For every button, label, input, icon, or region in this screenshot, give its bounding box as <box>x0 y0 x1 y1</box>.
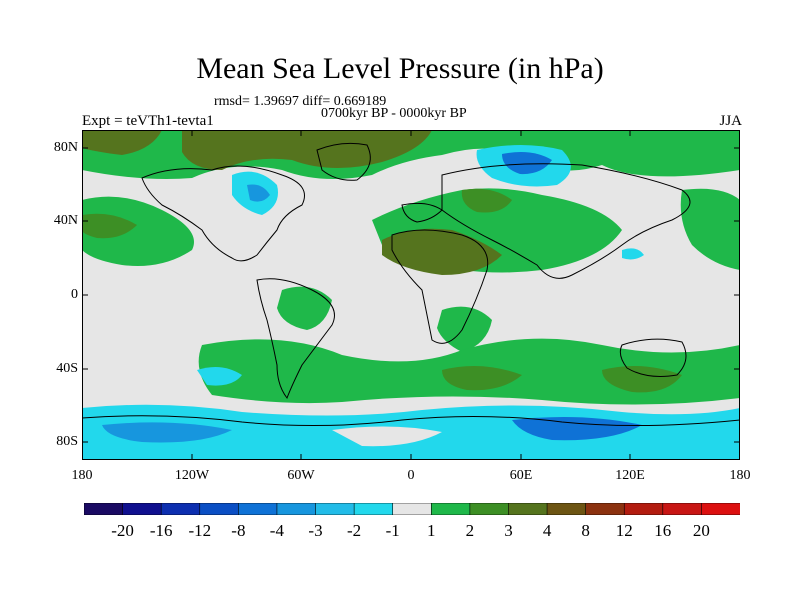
anomaly-region-arctic-dark <box>182 130 432 170</box>
colorbar-label-8: 1 <box>427 521 436 540</box>
experiment-label: Expt = teVTh1-tevta1 <box>82 113 214 129</box>
axis-ticks <box>82 130 740 460</box>
x-tick-60w: 60W <box>287 468 315 483</box>
x-tick-180-east: 180 <box>729 468 751 483</box>
colorbar-label-7: -1 <box>385 521 400 540</box>
x-tick-0: 0 <box>407 468 415 483</box>
y-tick-0: 0 <box>71 287 78 302</box>
y-tick-80n: 80N <box>53 140 78 155</box>
anomaly-region-siberia-core <box>502 152 552 175</box>
coast-asia <box>441 163 691 279</box>
y-tick-40s: 40S <box>56 361 78 376</box>
anomaly-region-antarctic-core-east <box>512 416 642 441</box>
stats-line: rmsd= 1.39697 diff= 0.669189 <box>214 94 387 109</box>
colorbar-swatch-7 <box>353 503 394 515</box>
colorbar-label-15: 20 <box>692 521 710 540</box>
coast-antarctica <box>82 415 740 427</box>
colorbar-swatch-11 <box>508 503 548 515</box>
colorbar-swatch-0 <box>84 503 124 515</box>
colorbar-swatch-14 <box>623 503 664 515</box>
anomaly-region-north-pacific-core <box>82 213 137 239</box>
colorbar-swatch-2 <box>160 503 201 515</box>
colorbar-label-14: 16 <box>654 521 672 540</box>
coast-south-america <box>256 278 335 400</box>
colorbar-swatch-16 <box>701 503 740 515</box>
x-tick-120w: 120W <box>174 468 210 483</box>
x-tick-180-west: 180 <box>71 468 93 483</box>
y-tick-40n: 40N <box>53 213 78 228</box>
colorbar-label-0: -20 <box>111 521 134 540</box>
colorbar-label-10: 3 <box>504 521 513 540</box>
anomaly-region-south-pacific-negative <box>197 366 242 386</box>
coast-africa <box>391 229 489 344</box>
coast-greenland <box>316 142 371 181</box>
coast-australia <box>619 338 687 377</box>
colorbar-swatch-1 <box>122 503 162 515</box>
colorbar-label-4: -4 <box>269 521 284 540</box>
x-tick-120e: 120E <box>615 468 645 483</box>
colorbar-label-2: -12 <box>188 521 212 540</box>
coast-north-america <box>141 165 305 262</box>
anomaly-region-antarctic-neutral <box>332 426 442 447</box>
anomaly-region-sahara <box>382 228 502 275</box>
coastlines <box>82 142 740 427</box>
anomaly-region-antarctic-core-west <box>102 422 232 443</box>
colorbar-label-3: -8 <box>231 521 246 540</box>
colorbar-swatch-10 <box>469 503 510 515</box>
colorbar-label-9: 2 <box>465 521 475 540</box>
anomaly-region-north-pacific-west <box>82 196 194 266</box>
anomaly-region-south-indian-1 <box>442 366 522 391</box>
colorbar-swatch-15 <box>662 503 703 515</box>
colorbar-swatch-3 <box>199 503 240 515</box>
anomaly-region-hudson-core <box>247 184 270 202</box>
y-tick-80s: 80S <box>56 434 78 449</box>
anomaly-region-south-indian-2 <box>602 366 682 393</box>
x-tick-60e: 60E <box>509 468 533 483</box>
pressure-anomaly-map <box>82 130 740 460</box>
colorbar-swatch-6 <box>315 503 355 515</box>
anomaly-region-amazon <box>277 286 332 330</box>
colorbar-label-13: 12 <box>615 521 633 540</box>
colorbar <box>84 503 740 515</box>
colorbar-swatch-4 <box>238 503 278 515</box>
colorbar-label-12: 8 <box>581 521 590 540</box>
period-line: 0700kyr BP - 0000kyr BP <box>321 106 467 121</box>
season-label: JJA <box>719 113 742 129</box>
colorbar-swatch-13 <box>585 503 626 515</box>
colorbar-swatch-12 <box>546 503 587 515</box>
colorbar-label-5: -3 <box>308 521 323 540</box>
colorbar-swatch-9 <box>430 503 471 515</box>
anomaly-region-japan-negative <box>622 248 644 260</box>
anomaly-region-central-asia <box>461 188 512 213</box>
anomaly-region-arctic-west <box>82 130 162 155</box>
colorbar-label-11: 4 <box>542 521 552 540</box>
colorbar-label-6: -2 <box>347 521 362 540</box>
colorbar-swatch-5 <box>276 503 317 515</box>
anomaly-region-north-pacific-east <box>680 188 740 270</box>
map-background <box>82 130 740 460</box>
colorbar-label-1: -16 <box>149 521 173 540</box>
colorbar-swatch-8 <box>392 503 433 515</box>
coast-europe <box>401 202 443 223</box>
map-title: Mean Sea Level Pressure (in hPa) <box>196 52 604 85</box>
